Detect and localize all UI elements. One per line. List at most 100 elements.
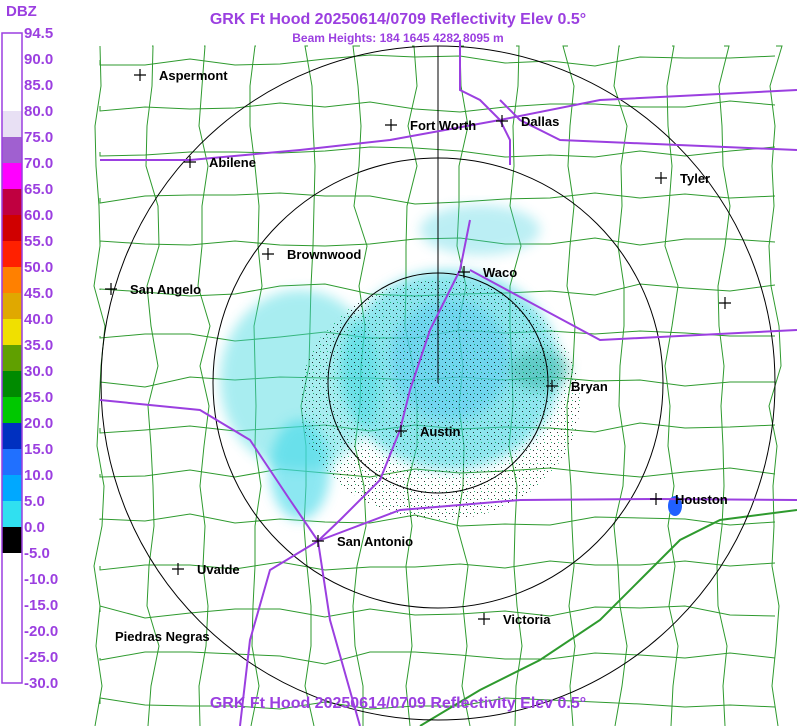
- county-line: [99, 697, 776, 710]
- subtitle: Beam Heights: 184 1645 4282 8095 m: [292, 31, 503, 45]
- colorbar-label: 60.0: [24, 207, 53, 224]
- colorbar-label: 45.0: [24, 285, 53, 302]
- city-marker: [655, 172, 667, 184]
- county-line: [99, 651, 776, 665]
- city-label: Dallas: [521, 114, 559, 129]
- county-line: [99, 100, 776, 113]
- colorbar-segment: [2, 163, 22, 189]
- colorbar-segment: [2, 475, 22, 501]
- city-marker: [478, 613, 490, 625]
- county-line: [664, 45, 679, 726]
- colorbar-frame: [1, 32, 23, 684]
- colorbar: 94.5 90.0 85.0 80.0 75.0 70.0 65.0 60.0 55.0 50.0…: [1, 25, 58, 692]
- colorbar-label: -5.0: [24, 545, 50, 562]
- colorbar-segment: [2, 241, 22, 267]
- city-label: Brownwood: [287, 247, 361, 262]
- city-marker: [262, 248, 274, 260]
- colorbar-segment: [2, 267, 22, 293]
- county-line: [197, 45, 211, 726]
- city-label: Piedras Negras: [115, 629, 210, 644]
- colorbar-label: 90.0: [24, 51, 53, 68]
- county-line: [99, 54, 776, 67]
- highways: [99, 40, 797, 726]
- colorbar-segment: [2, 371, 22, 397]
- range-rings: [100, 45, 776, 721]
- colorbar-segment: [2, 553, 22, 579]
- city-markers: Aspermont Abilene Fort Worth Dallas Tyler Bro…: [105, 68, 731, 644]
- city-label: Tyler: [680, 171, 710, 186]
- city-label: Houston: [675, 492, 728, 507]
- colorbar-label: 35.0: [24, 337, 53, 354]
- colorbar-segment: [2, 397, 22, 423]
- colorbar-segment: [2, 111, 22, 137]
- colorbar-label: 50.0: [24, 259, 53, 276]
- colorbar-segment: [2, 501, 22, 527]
- colorbar-label: 10.0: [24, 467, 53, 484]
- city-label: Austin: [420, 424, 461, 439]
- colorbar-segment: [2, 423, 22, 449]
- colorbar-segment: [2, 293, 22, 319]
- city-label: Bryan: [571, 379, 608, 394]
- county-line: [93, 45, 106, 726]
- city-label: Aspermont: [159, 68, 228, 83]
- colorbar-label: -30.0: [24, 675, 58, 692]
- city-marker: [546, 380, 558, 392]
- colorbar-label: -10.0: [24, 571, 58, 588]
- city-marker: [105, 283, 117, 295]
- city-marker: [650, 493, 662, 505]
- colorbar-segment: [2, 189, 22, 215]
- colorbar-segment: [2, 59, 22, 85]
- city-marker: [172, 563, 184, 575]
- county-line: [99, 192, 776, 205]
- colorbar-label: 85.0: [24, 77, 53, 94]
- title: GRK Ft Hood 20250614/0709 Reflectivity E…: [210, 11, 586, 28]
- colorbar-segment: [2, 137, 22, 163]
- colorbar-segment: [2, 215, 22, 241]
- colorbar-segment: [2, 605, 22, 631]
- colorbar-label: -25.0: [24, 649, 58, 666]
- colorbar-label: 65.0: [24, 181, 53, 198]
- colorbar-segment: [2, 579, 22, 605]
- colorbar-segment: [2, 33, 22, 59]
- footer-title: GRK Ft Hood 20250614/0709 Reflectivity E…: [210, 695, 586, 712]
- county-line: [145, 45, 160, 726]
- radar-echoes: [220, 205, 682, 520]
- colorbar-label: 15.0: [24, 441, 53, 458]
- colorbar-segment: [2, 657, 22, 683]
- city-label: Uvalde: [197, 562, 240, 577]
- city-label: Fort Worth: [410, 118, 476, 133]
- city-marker: [134, 69, 146, 81]
- colorbar-label: 20.0: [24, 415, 53, 432]
- city-marker: [184, 156, 196, 168]
- city-marker: [312, 535, 324, 547]
- county-line: [99, 237, 776, 247]
- city-marker: [719, 297, 731, 309]
- colorbar-label: -15.0: [24, 597, 58, 614]
- colorbar-label: 0.0: [24, 519, 45, 536]
- colorbar-label: 40.0: [24, 311, 53, 328]
- colorbar-segment: [2, 527, 22, 553]
- colorbar-label: 55.0: [24, 233, 53, 250]
- city-marker: [385, 119, 397, 131]
- county-line: [99, 146, 776, 158]
- colorbar-label: 70.0: [24, 155, 53, 172]
- county-line: [613, 45, 628, 726]
- legend-unit: DBZ: [6, 3, 37, 20]
- colorbar-segment: [2, 85, 22, 111]
- city-marker: [458, 266, 470, 278]
- city-label: San Antonio: [337, 534, 413, 549]
- colorbar-label: 80.0: [24, 103, 53, 120]
- county-line: [716, 45, 731, 726]
- colorbar-label: 5.0: [24, 493, 45, 510]
- county-line: [768, 45, 783, 726]
- colorbar-segment: [2, 631, 22, 657]
- city-label: San Angelo: [130, 282, 201, 297]
- county-line: [99, 605, 776, 619]
- city-label: Victoria: [503, 612, 551, 627]
- colorbar-label: 30.0: [24, 363, 53, 380]
- colorbar-label: 75.0: [24, 129, 53, 146]
- coastline: [419, 509, 797, 726]
- colorbar-segment: [2, 319, 22, 345]
- city-label: Abilene: [209, 155, 256, 170]
